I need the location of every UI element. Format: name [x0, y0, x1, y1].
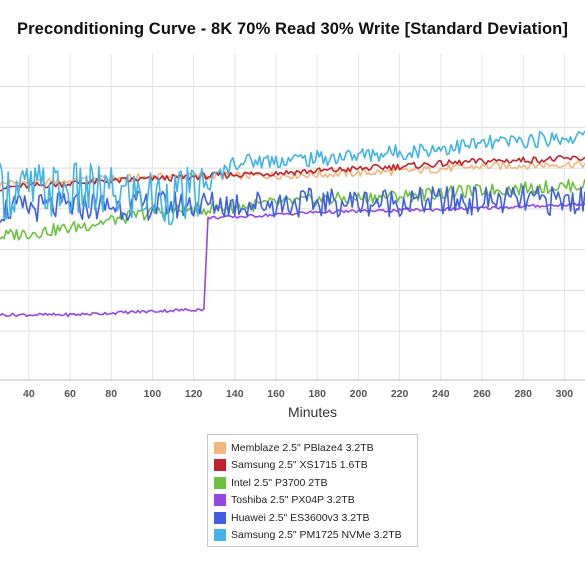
x-tick-label-13: 300: [556, 388, 574, 400]
x-axis-label: Minutes: [287, 404, 338, 420]
legend-label-2: Intel 2.5" P3700 2TB: [231, 476, 328, 489]
legend-swatch-3: [214, 494, 226, 507]
series-layer: [0, 130, 585, 318]
legend-swatch-0: [214, 441, 226, 454]
legend-label-5: Samsung 2.5" PM1725 NVMe 3.2TB: [231, 529, 402, 542]
legend-label-1: Samsung 2.5" XS1715 1.6TB: [231, 459, 368, 472]
legend-swatch-5: [214, 529, 226, 542]
legend-item-0[interactable]: Memblaze 2.5" PBlaze4 3.2TB: [214, 439, 417, 457]
legend-swatch-4: [214, 511, 226, 524]
legend-item-1[interactable]: Samsung 2.5" XS1715 1.6TB: [214, 457, 417, 475]
legend-label-0: Memblaze 2.5" PBlaze4 3.2TB: [231, 441, 374, 454]
legend-item-3[interactable]: Toshiba 2.5" PX04P 3.2TB: [214, 492, 417, 510]
series-line-3: [0, 202, 585, 318]
x-tick-label-2: 80: [105, 388, 117, 400]
x-tick-label-10: 240: [432, 388, 450, 400]
x-tick-label-5: 140: [226, 388, 244, 400]
x-tick-label-4: 120: [185, 388, 203, 400]
x-tick-label-1: 60: [64, 388, 76, 400]
x-tick-label-0: 40: [23, 388, 35, 400]
legend-item-2[interactable]: Intel 2.5" P3700 2TB: [214, 474, 417, 492]
x-tick-label-11: 260: [473, 388, 491, 400]
legend: Memblaze 2.5" PBlaze4 3.2TB Samsung 2.5" …: [207, 434, 418, 547]
legend-swatch-1: [214, 459, 226, 472]
tick-layer: 40 60 80 100 120 140 160 180 200 220 240 260 280 300: [23, 388, 573, 400]
legend-item-5[interactable]: Samsung 2.5" PM1725 NVMe 3.2TB: [214, 527, 417, 545]
x-tick-label-3: 100: [144, 388, 162, 400]
x-tick-label-9: 220: [391, 388, 409, 400]
x-tick-label-6: 160: [267, 388, 285, 400]
x-tick-label-8: 200: [350, 388, 368, 400]
legend-label-3: Toshiba 2.5" PX04P 3.2TB: [231, 494, 355, 507]
legend-label-4: Huawei 2.5" ES3600v3 3.2TB: [231, 511, 370, 524]
chart-title: Preconditioning Curve - 8K 70% Read 30% …: [17, 20, 568, 38]
x-tick-label-7: 180: [308, 388, 326, 400]
legend-item-4[interactable]: Huawei 2.5" ES3600v3 3.2TB: [214, 509, 417, 527]
x-tick-label-12: 280: [514, 388, 532, 400]
legend-swatch-2: [214, 476, 226, 489]
series-line-5: [0, 130, 585, 226]
series-line-4: [0, 185, 585, 223]
